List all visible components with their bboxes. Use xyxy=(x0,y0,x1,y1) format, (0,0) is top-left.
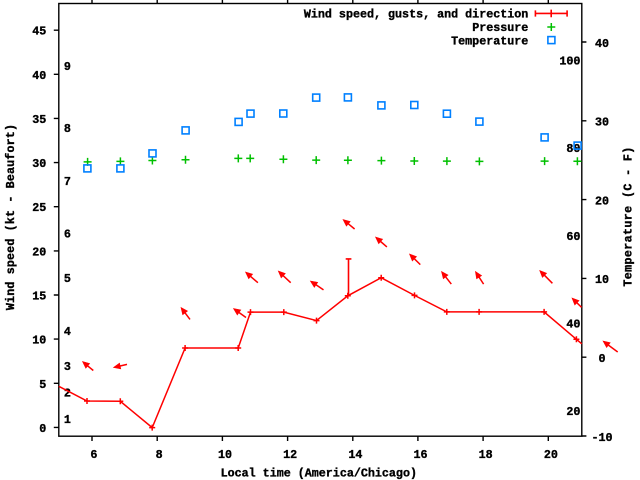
svg-text:100: 100 xyxy=(559,55,580,69)
svg-text:30: 30 xyxy=(595,116,609,130)
svg-text:2: 2 xyxy=(64,387,71,401)
svg-text:6: 6 xyxy=(90,448,97,462)
svg-text:18: 18 xyxy=(479,448,493,462)
svg-text:Pressure: Pressure xyxy=(472,21,528,35)
svg-text:Temperature (C - F): Temperature (C - F) xyxy=(622,146,636,286)
svg-text:0: 0 xyxy=(39,422,46,436)
svg-text:14: 14 xyxy=(348,448,362,462)
svg-text:40: 40 xyxy=(32,69,46,83)
svg-text:60: 60 xyxy=(566,230,580,244)
svg-text:0: 0 xyxy=(598,352,605,366)
svg-text:5: 5 xyxy=(39,378,46,392)
svg-text:10: 10 xyxy=(218,448,232,462)
svg-text:10: 10 xyxy=(595,273,609,287)
svg-text:7: 7 xyxy=(64,175,71,189)
svg-text:20: 20 xyxy=(32,245,46,259)
svg-text:Wind speed, gusts, and directi: Wind speed, gusts, and direction xyxy=(304,8,528,22)
svg-text:45: 45 xyxy=(32,25,46,39)
svg-text:30: 30 xyxy=(32,157,46,171)
svg-text:12: 12 xyxy=(283,448,297,462)
svg-text:40: 40 xyxy=(595,37,609,51)
svg-text:3: 3 xyxy=(64,360,71,374)
svg-text:20: 20 xyxy=(566,405,580,419)
svg-text:40: 40 xyxy=(566,317,580,331)
svg-text:15: 15 xyxy=(32,290,46,304)
svg-text:25: 25 xyxy=(32,201,46,215)
svg-text:Temperature: Temperature xyxy=(451,35,528,49)
svg-text:10: 10 xyxy=(32,334,46,348)
svg-text:35: 35 xyxy=(32,113,46,127)
svg-text:Wind speed (kt - Beaufort): Wind speed (kt - Beaufort) xyxy=(4,124,18,310)
svg-text:4: 4 xyxy=(64,325,71,339)
svg-text:16: 16 xyxy=(413,448,427,462)
svg-text:-10: -10 xyxy=(591,431,612,445)
svg-text:1: 1 xyxy=(64,413,71,427)
svg-text:8: 8 xyxy=(156,448,163,462)
svg-text:Local time (America/Chicago): Local time (America/Chicago) xyxy=(221,467,417,480)
svg-text:8: 8 xyxy=(64,122,71,136)
svg-text:9: 9 xyxy=(64,60,71,74)
svg-text:5: 5 xyxy=(64,272,71,286)
svg-text:20: 20 xyxy=(544,448,558,462)
svg-text:6: 6 xyxy=(64,228,71,242)
svg-text:20: 20 xyxy=(595,194,609,208)
